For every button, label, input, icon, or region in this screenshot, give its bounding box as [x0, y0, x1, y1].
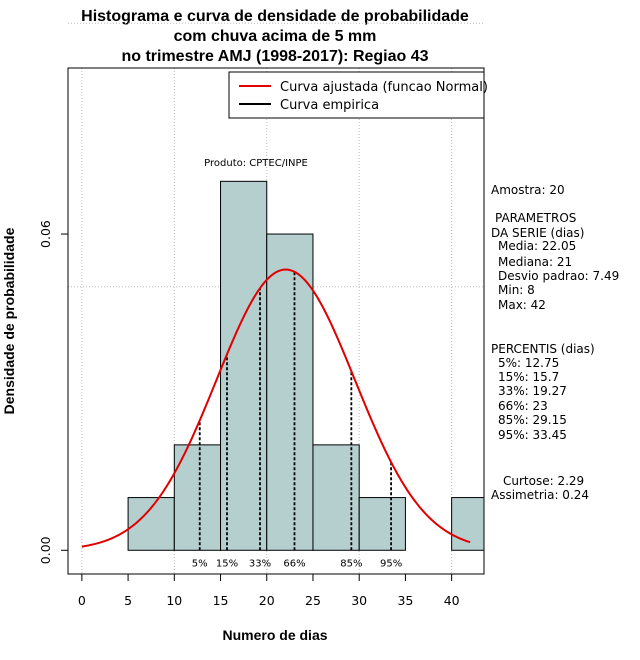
- percentile-85: 85%: 29.15: [498, 413, 567, 427]
- normal-curve-line: [81, 268, 471, 548]
- statistics-panel: Amostra: 20 PARAMETROS DA SERIE (dias) M…: [491, 183, 619, 502]
- histogram-bar-3: [266, 233, 314, 551]
- x-tick-label-10: 10: [166, 593, 182, 608]
- x-tick-label-0: 0: [78, 593, 86, 608]
- percentiles-title: PERCENTIS (dias): [491, 342, 595, 356]
- percentile-66: 66%: 23: [498, 399, 548, 413]
- y-axis-label: Densidade de probabilidade: [1, 227, 17, 414]
- max-value: Max: 42: [498, 298, 546, 312]
- percentile-15: 15%: 15.7: [498, 370, 559, 384]
- legend: Curva ajustada (funcao Normal) Curva emp…: [228, 71, 488, 119]
- chart-title-line-1: Histograma e curva de densidade de proba…: [81, 8, 469, 25]
- histogram-bar-4: [312, 444, 360, 551]
- histogram-bar-5: [358, 497, 406, 551]
- percentile-lines: 5% 15% 33% 66% 85% 95%: [192, 271, 402, 569]
- percentile-33: 33%: 19.27: [498, 384, 567, 398]
- percentile-label-0: 5%: [192, 558, 208, 569]
- normal-curve: [81, 268, 471, 548]
- x-tick-label-40: 40: [444, 593, 460, 608]
- stddev-value: Desvio padrao: 7.49: [498, 269, 619, 283]
- x-tick-label-5: 5: [124, 593, 132, 608]
- chart-title-line-3: no trimestre AMJ (1998-2017): Regiao 43: [121, 48, 428, 65]
- y-tick-label-0: 0.00: [38, 536, 53, 564]
- percentile-label-3: 66%: [283, 558, 305, 569]
- product-annotation: Produto: CPTEC/INPE: [204, 158, 308, 169]
- x-tick-label-20: 20: [259, 593, 275, 608]
- kurtosis-value: Curtose: 2.29: [503, 474, 584, 488]
- y-tick-label-1: 0.06: [38, 220, 53, 248]
- legend-label-empirical: Curva empirica: [280, 98, 379, 113]
- params-title-1: PARAMETROS: [495, 211, 576, 225]
- x-tick-label-35: 35: [397, 593, 413, 608]
- skewness-value: Assimetria: 0.24: [491, 488, 589, 502]
- median-value: Mediana: 21: [498, 255, 572, 269]
- chart-title-line-2: com chuva acima de 5 mm: [174, 28, 377, 45]
- x-tick-label-25: 25: [305, 593, 321, 608]
- mean-value: Media: 22.05: [498, 239, 576, 253]
- min-value: Min: 8: [498, 283, 535, 297]
- params-title-2: DA SERIE (dias): [491, 226, 584, 240]
- histogram-bar-6: [451, 497, 484, 551]
- histogram-bars: [127, 180, 484, 551]
- percentile-label-4: 85%: [340, 558, 362, 569]
- x-tick-label-15: 15: [213, 593, 229, 608]
- percentile-95: 95%: 33.45: [498, 428, 567, 442]
- percentile-label-2: 33%: [249, 558, 271, 569]
- x-axis-label: Numero de dias: [222, 627, 327, 643]
- legend-box: [228, 71, 485, 119]
- x-tick-label-30: 30: [351, 593, 367, 608]
- percentile-5: 5%: 12.75: [498, 356, 559, 370]
- histogram-bar-2: [220, 180, 268, 551]
- legend-label-normal: Curva ajustada (funcao Normal): [280, 80, 488, 95]
- percentile-label-1: 15%: [216, 558, 238, 569]
- axes: 0 5 10 15 20 25 30 35 40 0.00 0.06: [38, 67, 485, 608]
- percentile-label-5: 95%: [380, 558, 402, 569]
- sample-size: Amostra: 20: [491, 183, 565, 197]
